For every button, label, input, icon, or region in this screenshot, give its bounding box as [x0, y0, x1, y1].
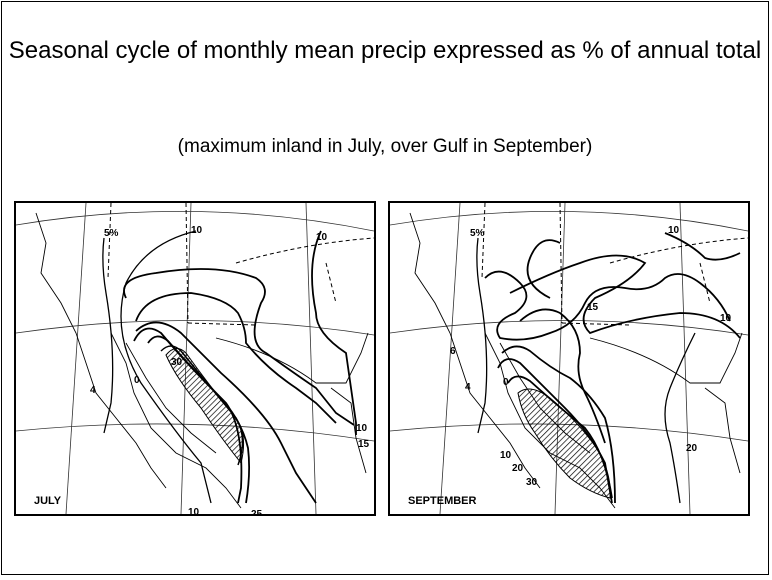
precip-contours: [102, 230, 357, 504]
contour-label: 6: [450, 346, 456, 357]
contour-label: 15: [358, 439, 370, 450]
precip-contours: [476, 232, 741, 504]
contour-label: 20: [686, 443, 698, 454]
state-borders: [107, 203, 374, 326]
contour-label: 5%: [470, 228, 485, 239]
september-panel-label: SEPTEMBER: [408, 495, 477, 507]
contour-label: 10: [356, 423, 368, 434]
july-map: 5% 10 10 30 0 4 10 15 10 25 20 JULY: [16, 203, 374, 514]
contour-label: 10: [188, 507, 200, 514]
contour-label: 30: [171, 357, 183, 368]
coastline: [35, 212, 369, 509]
contour-label: 10: [316, 232, 328, 243]
contour-label: 4: [90, 385, 96, 396]
slide-title: Seasonal cycle of monthly mean precip ex…: [8, 37, 762, 64]
contour-label: 0: [503, 377, 509, 388]
september-map: 5% 10 15 10 6 4 0 10 20 30 20 SEPTEMBER: [390, 203, 748, 514]
contour-label: 15: [587, 302, 599, 313]
contour-label: 10: [720, 313, 732, 324]
contour-label: 10: [500, 450, 512, 461]
max-precip-hatched-area: [517, 388, 611, 499]
contour-label: 5%: [104, 228, 119, 239]
slide-subtitle: (maximum inland in July, over Gulf in Se…: [177, 136, 593, 157]
contour-label: 0: [134, 375, 140, 386]
contour-labels: 5% 10 15 10 6 4 0 10 20 30 20: [450, 225, 732, 488]
contour-label: 10: [191, 225, 203, 236]
max-precip-hatched-area: [165, 348, 245, 465]
contour-label: 30: [526, 477, 538, 488]
contour-label: 25: [251, 509, 263, 514]
contour-label: 20: [512, 463, 524, 474]
july-panel-label: JULY: [34, 495, 62, 507]
september-map-panel: 5% 10 15 10 6 4 0 10 20 30 20 SEPTEMBER: [388, 201, 750, 516]
contour-label: 4: [465, 382, 471, 393]
contour-label: 10: [668, 225, 680, 236]
graticule: [16, 203, 374, 514]
contour-labels: 5% 10 10 30 0 4 10 15 10 25 20: [90, 225, 370, 514]
july-map-panel: 5% 10 10 30 0 4 10 15 10 25 20 JULY: [14, 201, 376, 516]
